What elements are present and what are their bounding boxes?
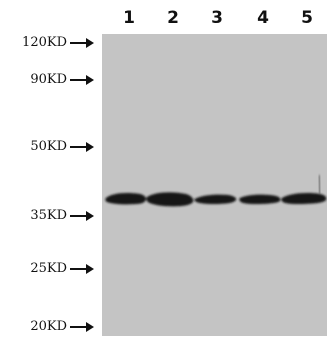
band-lane-3 — [194, 194, 237, 204]
band-lane-2 — [146, 192, 194, 207]
marker-label-20kd: 20KD — [30, 319, 67, 334]
blot-membrane — [102, 34, 327, 336]
lane-label-3: 3 — [211, 8, 223, 28]
marker-90kd: 90KD — [0, 71, 98, 89]
right-arrow-icon — [70, 322, 94, 332]
marker-120kd: 120KD — [0, 34, 98, 52]
right-arrow-icon — [70, 142, 94, 152]
marker-label-35kd: 35KD — [30, 208, 67, 223]
band-lane-1 — [105, 193, 146, 205]
right-arrow-icon — [70, 211, 94, 221]
band-lane-4 — [239, 194, 281, 204]
lane-label-1: 1 — [123, 8, 135, 28]
lane-label-4: 4 — [257, 8, 269, 28]
right-arrow-icon — [70, 38, 94, 48]
marker-label-120kd: 120KD — [22, 35, 67, 50]
marker-35kd: 35KD — [0, 207, 98, 225]
marker-label-90kd: 90KD — [30, 72, 67, 87]
marker-label-50kd: 50KD — [30, 139, 67, 154]
right-arrow-icon — [70, 75, 94, 85]
band-lane-5 — [281, 193, 327, 204]
lane-label-5: 5 — [301, 8, 313, 28]
marker-50kd: 50KD — [0, 138, 98, 156]
marker-25kd: 25KD — [0, 260, 98, 278]
marker-label-25kd: 25KD — [30, 261, 67, 276]
right-arrow-icon — [70, 264, 94, 274]
blot-bands — [105, 174, 327, 207]
lane-label-2: 2 — [167, 8, 179, 28]
marker-20kd: 20KD — [0, 318, 98, 336]
band-lane-5-streak — [318, 174, 321, 195]
